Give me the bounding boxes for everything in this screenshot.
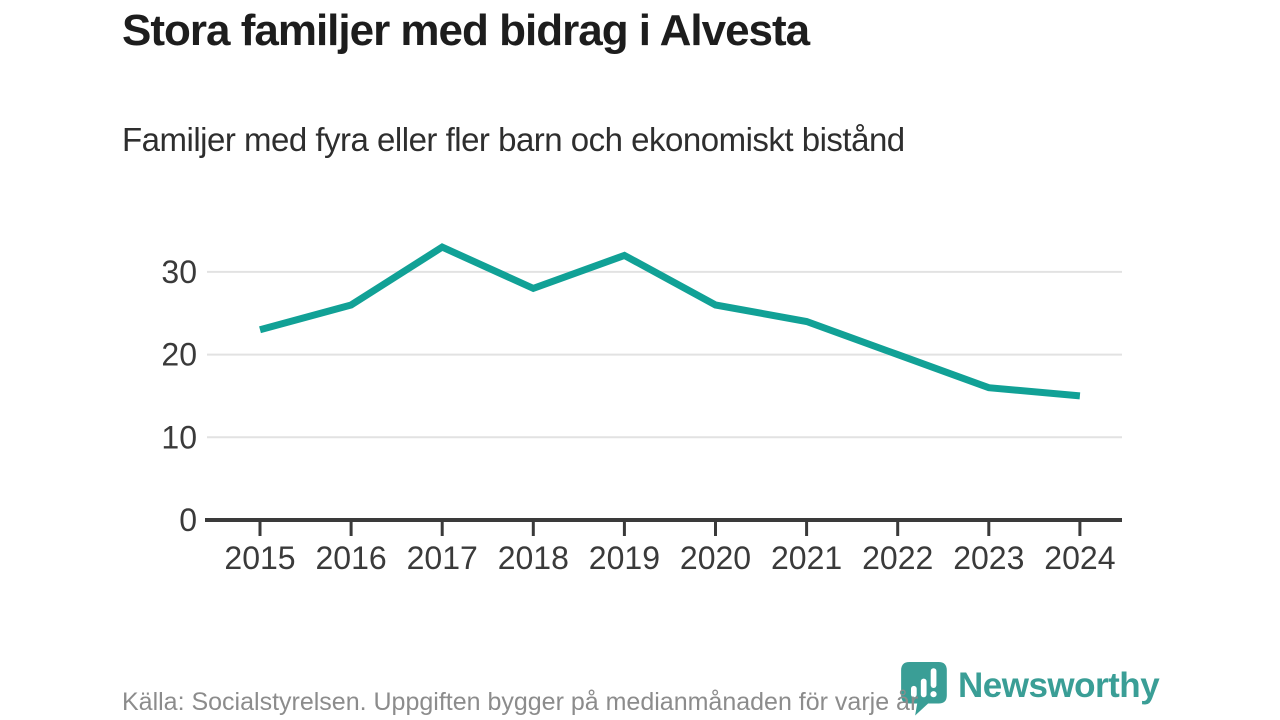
x-axis-label-2018: 2018 [498,540,569,576]
bar-medium [920,678,927,698]
newsworthy-speech-bubble-icon [901,662,947,716]
source-note: Källa: Socialstyrelsen. Uppgiften bygger… [122,688,919,716]
x-axis-label-2019: 2019 [589,540,660,576]
bar-short [910,685,917,698]
newsworthy-wordmark: Newsworthy [958,665,1160,705]
exclamation-dot [930,691,937,698]
bar-tall-exclamation [930,668,937,688]
y-axis-label-10: 10 [161,419,197,455]
x-axis-label-2020: 2020 [680,540,751,576]
x-axis-label-2017: 2017 [407,540,478,576]
x-axis-label-2024: 2024 [1044,540,1115,576]
chart-subtitle: Familjer med fyra eller fler barn och ek… [122,121,905,158]
data-line-series [259,243,1081,400]
x-axis-label-2016: 2016 [316,540,387,576]
y-axis-label-20: 20 [161,337,197,373]
x-axis-label-2015: 2015 [224,540,295,576]
x-axis-label-2022: 2022 [862,540,933,576]
y-axis-label-0: 0 [179,502,197,538]
y-axis-label-30: 30 [161,254,197,290]
x-axis-label-2021: 2021 [771,540,842,576]
newsworthy-logo: Newsworthy [901,662,1160,716]
x-axis-label-2023: 2023 [953,540,1024,576]
chart-title: Stora familjer med bidrag i Alvesta [122,6,810,55]
